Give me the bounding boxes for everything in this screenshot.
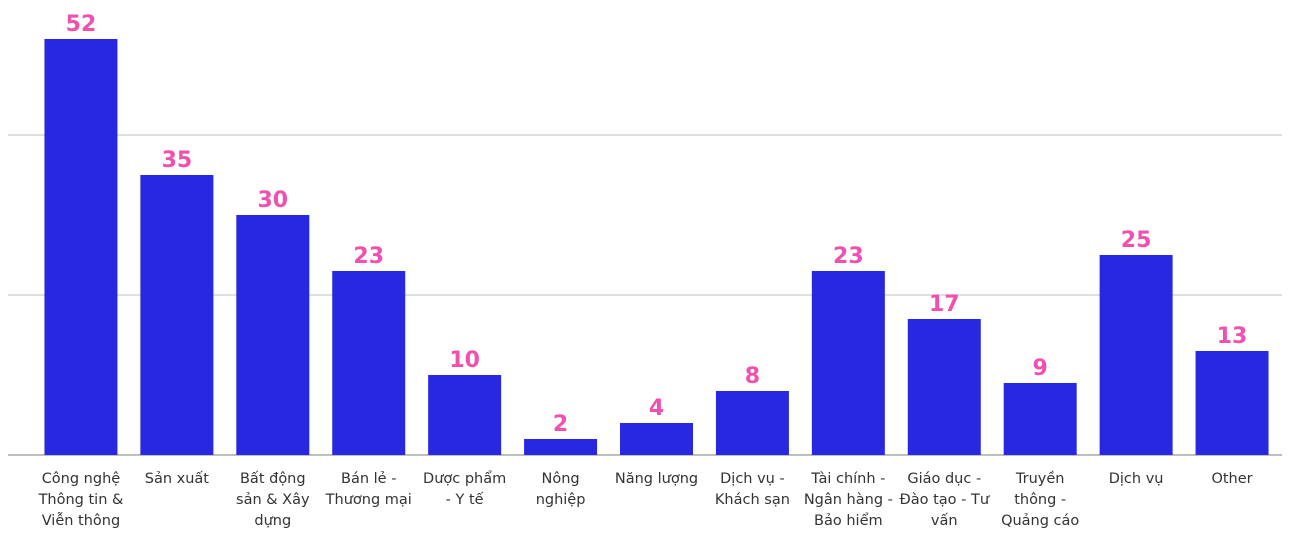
- bar: [620, 423, 693, 455]
- x-tick-label: Sản xuất: [144, 471, 209, 487]
- value-label: 9: [1033, 356, 1048, 381]
- bar: [1003, 383, 1077, 455]
- value-label: 8: [745, 364, 760, 389]
- value-label: 13: [1217, 324, 1248, 349]
- x-tick-label: Năng lượng: [614, 471, 699, 487]
- bar: [524, 439, 598, 455]
- value-label: 10: [449, 348, 480, 373]
- x-tick-label: Dịch vụ - Khách sạn: [714, 471, 790, 508]
- bar: [715, 391, 789, 455]
- value-label: 17: [929, 292, 960, 317]
- x-tick-label: Giáo dục - Đào tạo - Tư vấn: [899, 471, 990, 529]
- value-label: 4: [649, 396, 664, 421]
- bar: [236, 215, 310, 455]
- x-tick-label: Công nghệ Thông tin & Viễn thông: [38, 471, 124, 529]
- value-label: 25: [1121, 228, 1152, 253]
- x-tick-label: Tài chính - Ngân hàng - Bảo hiểm: [803, 471, 893, 529]
- x-tick-label: Dược phẩm - Y tế: [423, 471, 507, 508]
- bar: [811, 271, 885, 455]
- x-tick-label: Nông nghiệp: [535, 471, 586, 508]
- x-tick-label: Other: [1211, 471, 1253, 487]
- value-label: 23: [833, 244, 864, 269]
- bar: [140, 175, 214, 455]
- x-tick-label: Bất động sản & Xây dựng: [236, 471, 310, 529]
- value-label: 30: [257, 188, 288, 213]
- x-tick-label: Bán lẻ - Thương mại: [325, 471, 412, 508]
- value-label: 2: [553, 412, 568, 437]
- value-label: 52: [66, 12, 97, 37]
- bar: [428, 375, 502, 455]
- bar: [332, 271, 406, 455]
- x-tick-label: Dịch vụ: [1108, 471, 1164, 487]
- bar: [1195, 351, 1269, 455]
- value-label: 23: [353, 244, 384, 269]
- bar: [907, 319, 981, 455]
- bar: [1099, 255, 1173, 455]
- value-label: 35: [162, 148, 193, 173]
- x-tick-label: Truyền thông - Quảng cáo: [1001, 471, 1080, 529]
- bar: [44, 39, 118, 455]
